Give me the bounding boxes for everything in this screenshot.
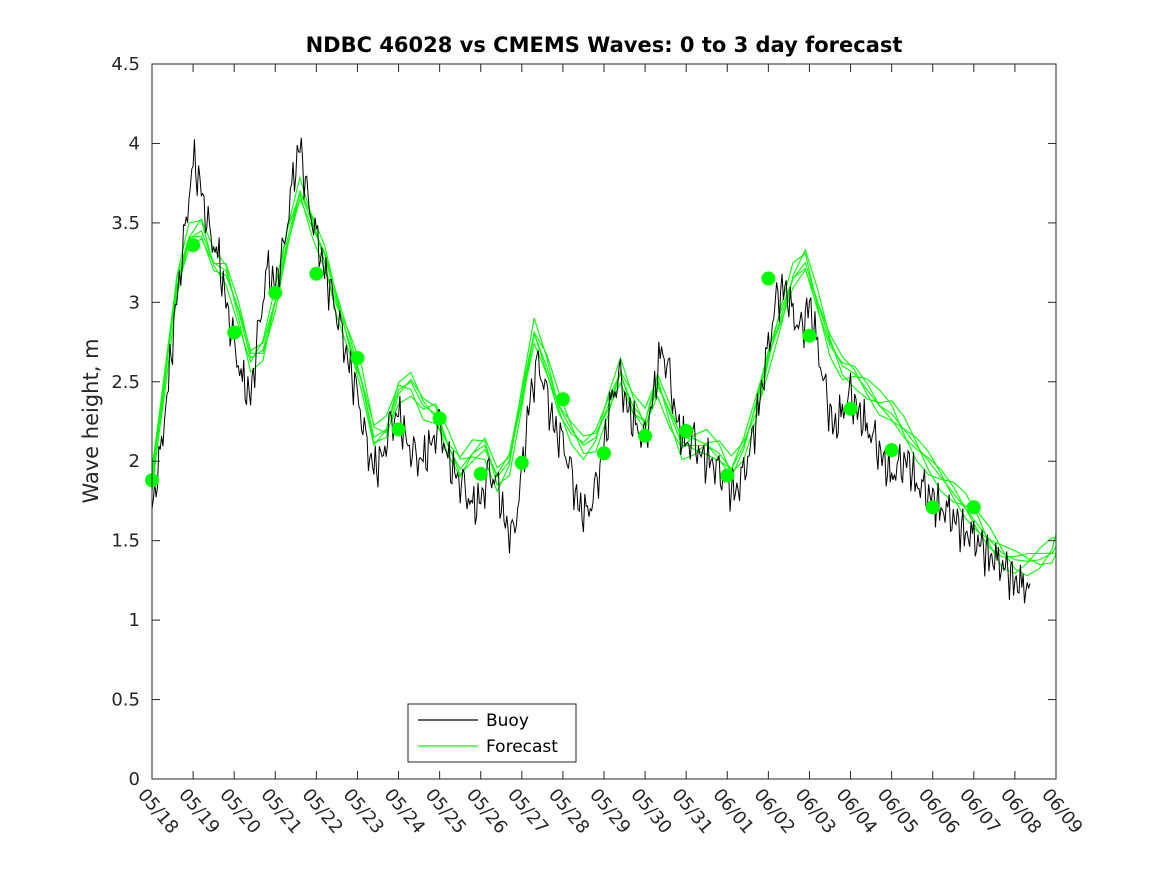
- forecast-init-marker: [268, 285, 283, 300]
- forecast-init-marker: [966, 500, 981, 515]
- forecast-init-marker: [309, 266, 324, 281]
- forecast-init-marker: [802, 328, 817, 343]
- data-layer: [145, 137, 1057, 604]
- legend: Buoy Forecast: [407, 703, 577, 763]
- forecast-init-marker: [473, 466, 488, 481]
- forecast-series-line-1: [151, 189, 1057, 562]
- buoy-series-line: [151, 137, 1031, 604]
- y-tick-label: 3.5: [111, 213, 140, 234]
- forecast-init-marker: [391, 422, 406, 437]
- forecast-init-marker: [597, 446, 611, 461]
- y-tick-label: 0.5: [111, 690, 140, 711]
- y-tick-label: 1.5: [111, 531, 140, 552]
- forecast-init-marker: [227, 325, 242, 340]
- forecast-init-marker: [720, 468, 735, 483]
- forecast-init-marker: [555, 392, 570, 407]
- legend-label-buoy: Buoy: [486, 711, 529, 731]
- y-tick-label: 3: [129, 292, 140, 313]
- forecast-init-marker: [514, 455, 529, 470]
- chart-title: NDBC 46028 vs CMEMS Waves: 0 to 3 day fo…: [306, 33, 903, 57]
- forecast-init-marker: [432, 411, 447, 426]
- forecast-init-marker: [638, 428, 653, 443]
- y-tick-label: 0: [129, 769, 140, 790]
- forecast-init-marker: [843, 401, 858, 416]
- legend-box: [407, 703, 577, 763]
- plot-area: [152, 64, 1056, 779]
- legend-label-forecast: Forecast: [486, 737, 558, 757]
- y-tick-label: 2.5: [111, 372, 140, 393]
- forecast-init-marker: [884, 443, 899, 458]
- y-tick-label: 4.5: [111, 54, 140, 75]
- forecast-init-marker: [186, 238, 201, 253]
- y-tick-label: 4: [129, 133, 140, 154]
- forecast-init-marker: [679, 424, 694, 439]
- y-tick-label: 2: [129, 451, 140, 472]
- y-tick-label: 1: [129, 610, 140, 631]
- forecast-series-line-4: [151, 192, 1057, 574]
- y-axis-label: Wave height, m: [79, 338, 103, 503]
- forecast-init-marker: [761, 271, 776, 286]
- forecast-init-marker: [925, 500, 940, 515]
- forecast-init-marker: [350, 350, 365, 365]
